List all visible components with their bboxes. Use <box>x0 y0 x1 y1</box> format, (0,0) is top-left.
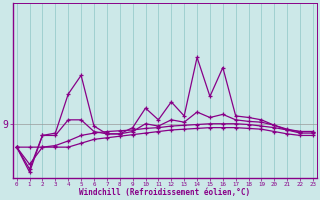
X-axis label: Windchill (Refroidissement éolien,°C): Windchill (Refroidissement éolien,°C) <box>79 188 251 197</box>
